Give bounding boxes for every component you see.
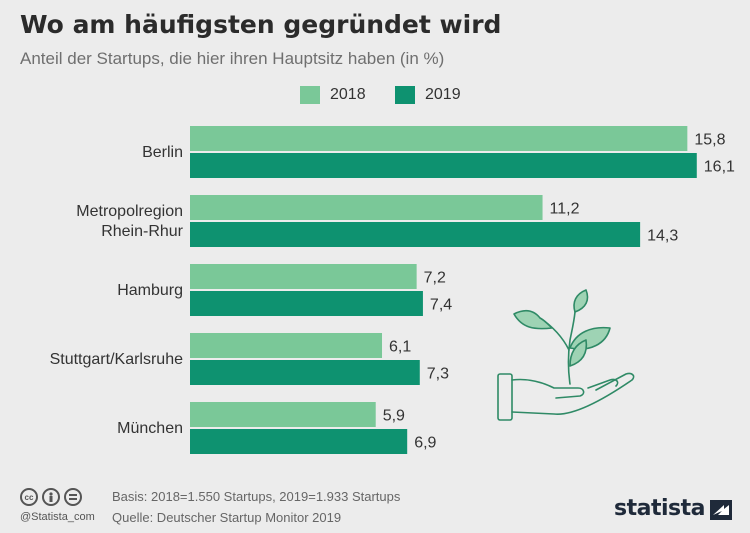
legend-label-2018: 2018: [330, 86, 366, 103]
plant-in-hand-icon: [497, 289, 635, 421]
category-label: Hamburg: [117, 282, 183, 299]
by-icon[interactable]: [42, 488, 60, 506]
bar-2018: [190, 402, 376, 427]
legend-swatch-2019: [395, 86, 415, 104]
value-label-2018: 6,1: [389, 339, 411, 356]
chart-subtitle: Anteil der Startups, die hier ihren Haup…: [20, 49, 445, 68]
statista-mark-icon: [710, 500, 732, 520]
cc-icon[interactable]: cc: [20, 488, 38, 506]
bar-2018: [190, 333, 383, 358]
bar-2019: [190, 153, 697, 178]
bar-2019: [190, 291, 423, 316]
value-label-2018: 5,9: [383, 408, 405, 425]
legend-item-2018: 2018: [300, 86, 366, 104]
bar-2018: [190, 264, 417, 289]
license-icons: cc: [20, 488, 82, 506]
nd-icon[interactable]: [64, 488, 82, 506]
value-label-2019: 7,4: [430, 297, 452, 314]
bar-2019: [190, 429, 408, 454]
legend-swatch-2018: [300, 86, 320, 104]
bar-2018: [190, 126, 688, 151]
value-label-2018: 11,2: [550, 201, 580, 218]
value-label-2018: 7,2: [424, 270, 446, 287]
value-label-2019: 16,1: [704, 159, 735, 176]
category-label: Berlin: [142, 144, 183, 161]
chart-title: Wo am häufigsten gegründet wird: [20, 10, 502, 39]
bar-2019: [190, 222, 641, 247]
category-label: Stuttgart/Karlsruhe: [50, 351, 184, 368]
bar-chart: Berlin 15,8 16,1 Metropolregion Rhein-Rhur 11…: [50, 126, 735, 454]
category-label: Metropolregion Rhein-Rhur: [76, 203, 183, 240]
legend-item-2019: 2019: [395, 86, 461, 104]
value-label-2019: 14,3: [647, 228, 678, 245]
source-note: Quelle: Deutscher Startup Monitor 2019: [112, 510, 342, 525]
category-label: München: [117, 420, 183, 437]
basis-note: Basis: 2018=1.550 Startups, 2019=1.933 S…: [112, 489, 401, 504]
value-label-2019: 7,3: [427, 366, 449, 383]
legend-label-2019: 2019: [425, 86, 461, 103]
value-label-2019: 6,9: [414, 435, 436, 452]
legend: 2018 2019: [0, 86, 750, 108]
bar-2019: [190, 360, 420, 385]
statista-logo[interactable]: statista: [614, 496, 705, 521]
bar-2018: [190, 195, 543, 220]
value-label-2018: 15,8: [694, 132, 725, 149]
statista-handle[interactable]: @Statista_com: [20, 511, 95, 523]
